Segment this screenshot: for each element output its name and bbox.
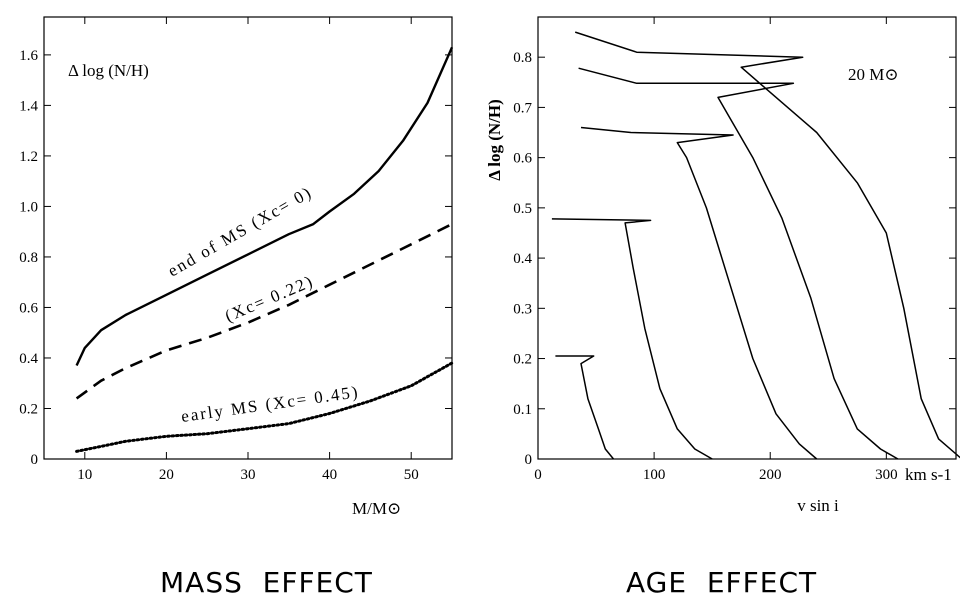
age-effect-caption: AGE EFFECT: [626, 566, 818, 599]
x-axis-unit: km s-1: [905, 465, 952, 484]
xc-022-curve: [75, 222, 453, 400]
y-tick-label: 0.1: [513, 402, 532, 418]
curve-label: early MS (Xc= 0.45): [180, 382, 361, 426]
x-tick-label: 100: [643, 467, 666, 483]
early-ms-curve: [75, 361, 454, 453]
y-tick-label: 0.2: [513, 352, 532, 368]
y-axis-label: Δ log (N/H): [485, 99, 504, 181]
y-tick-label: 1.6: [19, 48, 38, 64]
y-tick-label: 0: [525, 452, 533, 468]
x-tick-label: 40: [322, 467, 337, 483]
track-curve: [555, 355, 615, 460]
track-curve: [580, 126, 818, 460]
y-tick-label: 0.2: [19, 401, 38, 417]
y-tick-label: 0.3: [513, 301, 532, 317]
x-tick-label: 10: [77, 467, 92, 483]
x-tick-label: 20: [159, 467, 174, 483]
mass-effect-chart: 0 0.2 0.4 0.6 0.8 1.0 1.2 1.4 1.6 10 20 30 40 50 Δ log…: [19, 16, 454, 518]
y-tick-label: 0.7: [513, 100, 532, 116]
y-tick-label: 0.6: [19, 300, 38, 316]
y-tick-label: 0.8: [19, 250, 38, 266]
mass-effect-caption: MASS EFFECT: [160, 566, 373, 599]
y-tick-label: 0.6: [513, 151, 532, 167]
y-tick-label: 0.5: [513, 201, 532, 217]
y-tick-label: 0.4: [19, 351, 38, 367]
track-curve: [574, 31, 960, 459]
x-tick-label: 200: [759, 467, 782, 483]
x-tick-label: 30: [241, 467, 256, 483]
track-curve: [551, 218, 713, 460]
x-tick-label: 50: [404, 467, 419, 483]
y-tick-label: 0.8: [513, 50, 532, 66]
y-tick-label: 0: [31, 452, 39, 468]
x-axis-label: v sin i: [797, 496, 839, 515]
y-axis-label: Δ log (N/H): [68, 61, 149, 80]
x-tick-label: 0: [534, 467, 542, 483]
x-axis-label: M/M⊙: [352, 499, 401, 518]
y-tick-label: 1.0: [19, 199, 38, 215]
y-tick-label: 0.4: [513, 251, 532, 267]
y-tick-label: 1.4: [19, 98, 38, 114]
curve-label: (Xc= 0.22): [222, 271, 317, 326]
age-effect-chart: 0 0.1 0.2 0.3 0.4 0.5 0.6 0.7 0.8 0 100 200 300 Δ log…: [485, 16, 960, 515]
end-of-ms-curve: [75, 46, 454, 367]
x-tick-label: 300: [875, 467, 898, 483]
mass-annotation: 20 M⊙: [848, 65, 899, 84]
plot-frame: [537, 16, 957, 460]
y-tick-label: 1.2: [19, 149, 38, 165]
track-curve: [578, 67, 899, 460]
